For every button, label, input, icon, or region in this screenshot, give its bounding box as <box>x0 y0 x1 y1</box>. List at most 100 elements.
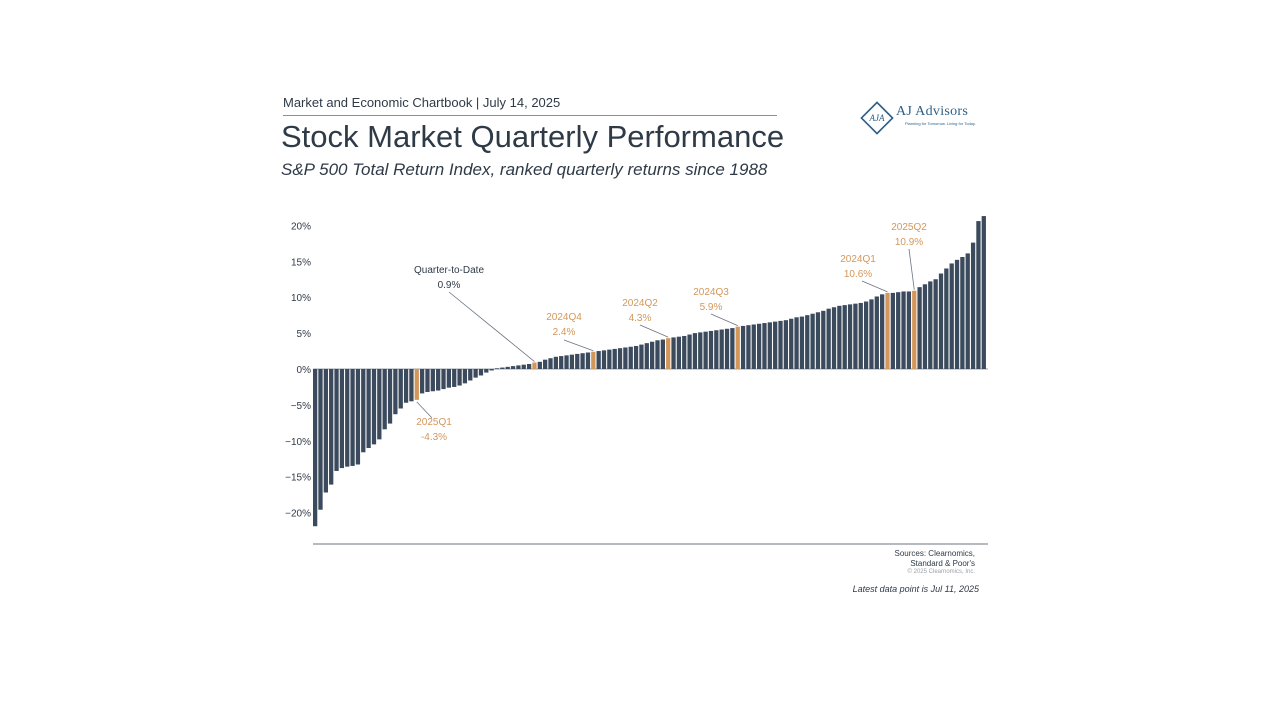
y-tick-label: 15% <box>291 257 311 268</box>
bar <box>676 336 682 369</box>
bar <box>810 313 815 369</box>
chart-subtitle: S&P 500 Total Return Index, ranked quart… <box>281 160 768 179</box>
bar <box>906 291 912 369</box>
annotations: 2025Q1 -4.3% Quarter-to-Date 0.9% 2024Q4 2.4%… <box>414 222 927 443</box>
bar <box>650 341 655 369</box>
bar <box>789 318 794 369</box>
bar-highlight <box>532 362 537 369</box>
logo-tagline: Planning for Tomorrow. Living for Today. <box>905 121 976 126</box>
annotation-leader <box>861 280 888 293</box>
bar <box>740 325 746 369</box>
bar <box>970 242 976 369</box>
y-tick-label: 20% <box>291 221 311 232</box>
bar <box>585 352 591 369</box>
bar <box>430 369 435 392</box>
annotation-label: 2025Q1 <box>416 417 452 428</box>
bar-highlight <box>591 351 596 369</box>
bar <box>698 332 703 369</box>
bar <box>387 369 393 424</box>
bar <box>633 346 639 369</box>
bar <box>313 369 318 527</box>
bar <box>612 348 617 369</box>
bar <box>457 369 462 386</box>
bar <box>318 369 323 510</box>
bar <box>361 369 366 453</box>
y-tick-label: −10% <box>285 437 311 448</box>
annotation-leader <box>710 313 738 327</box>
bar <box>623 347 628 369</box>
bar <box>896 292 901 369</box>
bar <box>976 221 981 369</box>
bar <box>345 369 350 467</box>
header-divider <box>283 115 777 116</box>
bar <box>516 365 521 369</box>
bar <box>714 330 719 369</box>
bar <box>639 344 644 369</box>
bar <box>660 339 665 369</box>
bar <box>783 320 789 369</box>
bar <box>425 369 430 392</box>
y-tick-label: −15% <box>285 473 311 484</box>
annotation-label: 2024Q2 <box>622 298 658 309</box>
bar <box>409 369 414 402</box>
bar <box>494 368 500 370</box>
bar <box>831 307 837 369</box>
bar <box>944 268 949 369</box>
bar <box>473 369 478 378</box>
annotation-value: 10.9% <box>895 237 923 248</box>
bar <box>553 356 558 369</box>
chartbook-header: Market and Economic Chartbook | July 14,… <box>283 95 561 110</box>
bar <box>489 369 494 371</box>
bar <box>548 358 553 369</box>
bar <box>371 369 377 445</box>
bar <box>452 369 457 387</box>
bar <box>377 369 382 440</box>
bar <box>596 351 601 369</box>
annotation-leader <box>448 291 535 362</box>
bar <box>644 343 649 369</box>
annotation-leader <box>908 248 915 290</box>
bar <box>778 320 783 369</box>
bar <box>847 304 853 369</box>
bar <box>323 369 328 493</box>
bar <box>682 335 687 369</box>
bar <box>981 216 986 369</box>
bar-highlight <box>414 369 419 400</box>
bar <box>436 369 441 391</box>
bar <box>366 369 371 448</box>
bar <box>826 308 831 369</box>
bar <box>441 369 446 390</box>
sources-note: Sources: Clearnomics, Standard & Poor's <box>895 549 975 569</box>
bar <box>799 316 805 369</box>
bar <box>821 310 826 369</box>
bar <box>901 291 906 369</box>
bar <box>617 348 623 369</box>
bar <box>339 369 345 469</box>
annotation-label: 2024Q1 <box>840 254 876 265</box>
bar <box>628 346 633 369</box>
bar <box>478 369 484 376</box>
annotation-value: 0.9% <box>438 280 461 291</box>
bar <box>329 369 334 485</box>
annotation-leader <box>563 339 594 352</box>
bar <box>954 259 960 369</box>
bar <box>869 299 874 369</box>
bar <box>521 364 526 369</box>
bar <box>842 305 847 369</box>
bar <box>462 369 468 384</box>
bar <box>794 317 799 369</box>
aj-advisors-logo-icon: AJA <box>860 101 894 135</box>
bar <box>756 323 762 369</box>
bar <box>580 353 585 369</box>
bar <box>601 350 607 369</box>
bar <box>671 337 676 369</box>
bar <box>815 312 821 369</box>
annotation-label: 2024Q4 <box>546 312 582 323</box>
bar <box>543 359 548 369</box>
bar <box>575 353 580 369</box>
bar <box>960 256 965 369</box>
annotation-value: 5.9% <box>700 302 723 313</box>
bar <box>874 296 879 369</box>
bar <box>484 369 489 373</box>
